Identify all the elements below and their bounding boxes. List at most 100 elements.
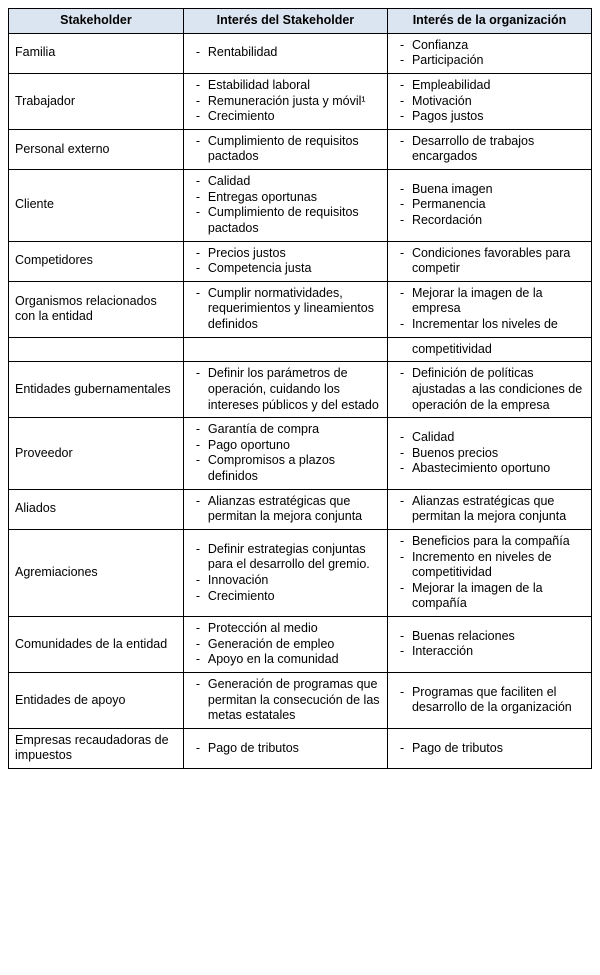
bullet-list: Pago de tributos: [190, 741, 381, 757]
header-row: Stakeholder Interés del Stakeholder Inte…: [9, 9, 592, 34]
interest-org-cell: Buenas relacionesInteracción: [387, 617, 591, 673]
bullet-list: Beneficios para la compañíaIncremento en…: [394, 534, 585, 612]
interest-stake-cell: Generación de programas que permitan la …: [183, 672, 387, 728]
stakeholder-cell: Agremiaciones: [9, 529, 184, 616]
interest-stake-cell: [183, 337, 387, 362]
bullet-list: Estabilidad laboralRemuneración justa y …: [190, 78, 381, 125]
bullet-item: Beneficios para la compañía: [394, 534, 585, 550]
bullet-item: Permanencia: [394, 197, 585, 213]
bullet-item: Empleabilidad: [394, 78, 585, 94]
bullet-item: Pago de tributos: [394, 741, 585, 757]
table-row: AgremiacionesDefinir estrategias conjunt…: [9, 529, 592, 616]
bullet-list: Definir los parámetros de operación, cui…: [190, 366, 381, 413]
bullet-item: Innovación: [190, 573, 381, 589]
stakeholder-cell: Proveedor: [9, 418, 184, 490]
stakeholder-cell: [9, 337, 184, 362]
bullet-item: Pago oportuno: [190, 438, 381, 454]
table-row: Entidades gubernamentalesDefinir los par…: [9, 362, 592, 418]
bullet-list: Buena imagenPermanenciaRecordación: [394, 182, 585, 229]
bullet-item: Calidad: [394, 430, 585, 446]
stakeholder-cell: Entidades de apoyo: [9, 672, 184, 728]
bullet-item: Cumplir normatividades, requerimientos y…: [190, 286, 381, 333]
bullet-item: Competencia justa: [190, 261, 381, 277]
stakeholder-cell: Trabajador: [9, 73, 184, 129]
bullet-item: Compromisos a plazos definidos: [190, 453, 381, 484]
bullet-item: Incremento en niveles de competitividad: [394, 550, 585, 581]
bullet-item: Crecimiento: [190, 589, 381, 605]
table-row: Comunidades de la entidadProtección al m…: [9, 617, 592, 673]
bullet-item: Alianzas estratégicas que permitan la me…: [190, 494, 381, 525]
bullet-item: Definir los parámetros de operación, cui…: [190, 366, 381, 413]
table-row: AliadosAlianzas estratégicas que permita…: [9, 489, 592, 529]
stakeholder-cell: Aliados: [9, 489, 184, 529]
bullet-item: Apoyo en la comunidad: [190, 652, 381, 668]
bullet-list: Precios justosCompetencia justa: [190, 246, 381, 277]
stakeholder-cell: Empresas recaudadoras de impuestos: [9, 728, 184, 768]
bullet-item: Alianzas estratégicas que permitan la me…: [394, 494, 585, 525]
bullet-item: Motivación: [394, 94, 585, 110]
bullet-item: Cumplimiento de requisitos pactados: [190, 205, 381, 236]
bullet-item: Recordación: [394, 213, 585, 229]
interest-org-cell: Definición de políticas ajustadas a las …: [387, 362, 591, 418]
table-row: Empresas recaudadoras de impuestos Pago d…: [9, 728, 592, 768]
stakeholder-cell: Familia: [9, 33, 184, 73]
bullet-item: Cumplimiento de requisitos pactados: [190, 134, 381, 165]
bullet-item: Pago de tributos: [190, 741, 381, 757]
bullet-item: Pagos justos: [394, 109, 585, 125]
bullet-item: Remuneración justa y móvil¹: [190, 94, 381, 110]
interest-stake-cell: Pago de tributos: [183, 728, 387, 768]
stakeholder-table: Stakeholder Interés del Stakeholder Inte…: [8, 8, 592, 769]
table-row: Familia Rentabilidad ConfianzaParticipació…: [9, 33, 592, 73]
interest-org-cell: ConfianzaParticipación: [387, 33, 591, 73]
bullet-item: Buenos precios: [394, 446, 585, 462]
bullet-item: Buenas relaciones: [394, 629, 585, 645]
interest-stake-cell: Alianzas estratégicas que permitan la me…: [183, 489, 387, 529]
bullet-list: Protección al medioGeneración de empleoA…: [190, 621, 381, 668]
interest-stake-cell: Cumplimiento de requisitos pactados: [183, 129, 387, 169]
interest-org-cell: competitividad: [387, 337, 591, 362]
bullet-item: Participación: [394, 53, 585, 69]
bullet-item: Garantía de compra: [190, 422, 381, 438]
bullet-item: Definir estrategias conjuntas para el de…: [190, 542, 381, 573]
bullet-item: Entregas oportunas: [190, 190, 381, 206]
table-row: ClienteCalidadEntregas oportunasCumplimi…: [9, 170, 592, 242]
header-stakeholder: Stakeholder: [9, 9, 184, 34]
bullet-list: Programas que faciliten el desarrollo de…: [394, 685, 585, 716]
interest-org-cell: Pago de tributos: [387, 728, 591, 768]
bullet-list: Cumplimiento de requisitos pactados: [190, 134, 381, 165]
interest-stake-cell: Precios justosCompetencia justa: [183, 241, 387, 281]
table-row: CompetidoresPrecios justosCompetencia ju…: [9, 241, 592, 281]
bullet-item: Crecimiento: [190, 109, 381, 125]
table-body: Familia Rentabilidad ConfianzaParticipació…: [9, 33, 592, 768]
bullet-list: ConfianzaParticipación: [394, 38, 585, 69]
interest-stake-cell: Estabilidad laboralRemuneración justa y …: [183, 73, 387, 129]
interest-org-cell: Alianzas estratégicas que permitan la me…: [387, 489, 591, 529]
header-interest-org: Interés de la organización: [387, 9, 591, 34]
bullet-list: Mejorar la imagen de la empresaIncrement…: [394, 286, 585, 333]
bullet-item: Interacción: [394, 644, 585, 660]
bullet-list: Desarrollo de trabajos encargados: [394, 134, 585, 165]
bullet-list: Buenas relacionesInteracción: [394, 629, 585, 660]
interest-stake-cell: Garantía de compraPago oportunoCompromis…: [183, 418, 387, 490]
table-row: Organismos relacionados con la entidadCu…: [9, 281, 592, 337]
interest-org-cell: CalidadBuenos preciosAbastecimiento opor…: [387, 418, 591, 490]
stakeholder-cell: Personal externo: [9, 129, 184, 169]
bullet-list: Alianzas estratégicas que permitan la me…: [394, 494, 585, 525]
bullet-item: Confianza: [394, 38, 585, 54]
bullet-item: Protección al medio: [190, 621, 381, 637]
bullet-list: Alianzas estratégicas que permitan la me…: [190, 494, 381, 525]
interest-stake-cell: Rentabilidad: [183, 33, 387, 73]
bullet-item: Rentabilidad: [190, 45, 381, 61]
table-row: competitividad: [9, 337, 592, 362]
interest-stake-cell: CalidadEntregas oportunasCumplimiento de…: [183, 170, 387, 242]
bullet-item: Precios justos: [190, 246, 381, 262]
bullet-item: Estabilidad laboral: [190, 78, 381, 94]
bullet-item: Mejorar la imagen de la compañía: [394, 581, 585, 612]
bullet-item: Desarrollo de trabajos encargados: [394, 134, 585, 165]
interest-org-cell: Beneficios para la compañíaIncremento en…: [387, 529, 591, 616]
bullet-list: Garantía de compraPago oportunoCompromis…: [190, 422, 381, 485]
stakeholder-cell: Entidades gubernamentales: [9, 362, 184, 418]
stakeholder-cell: Organismos relacionados con la entidad: [9, 281, 184, 337]
bullet-item: Incrementar los niveles de: [394, 317, 585, 333]
bullet-item: Buena imagen: [394, 182, 585, 198]
